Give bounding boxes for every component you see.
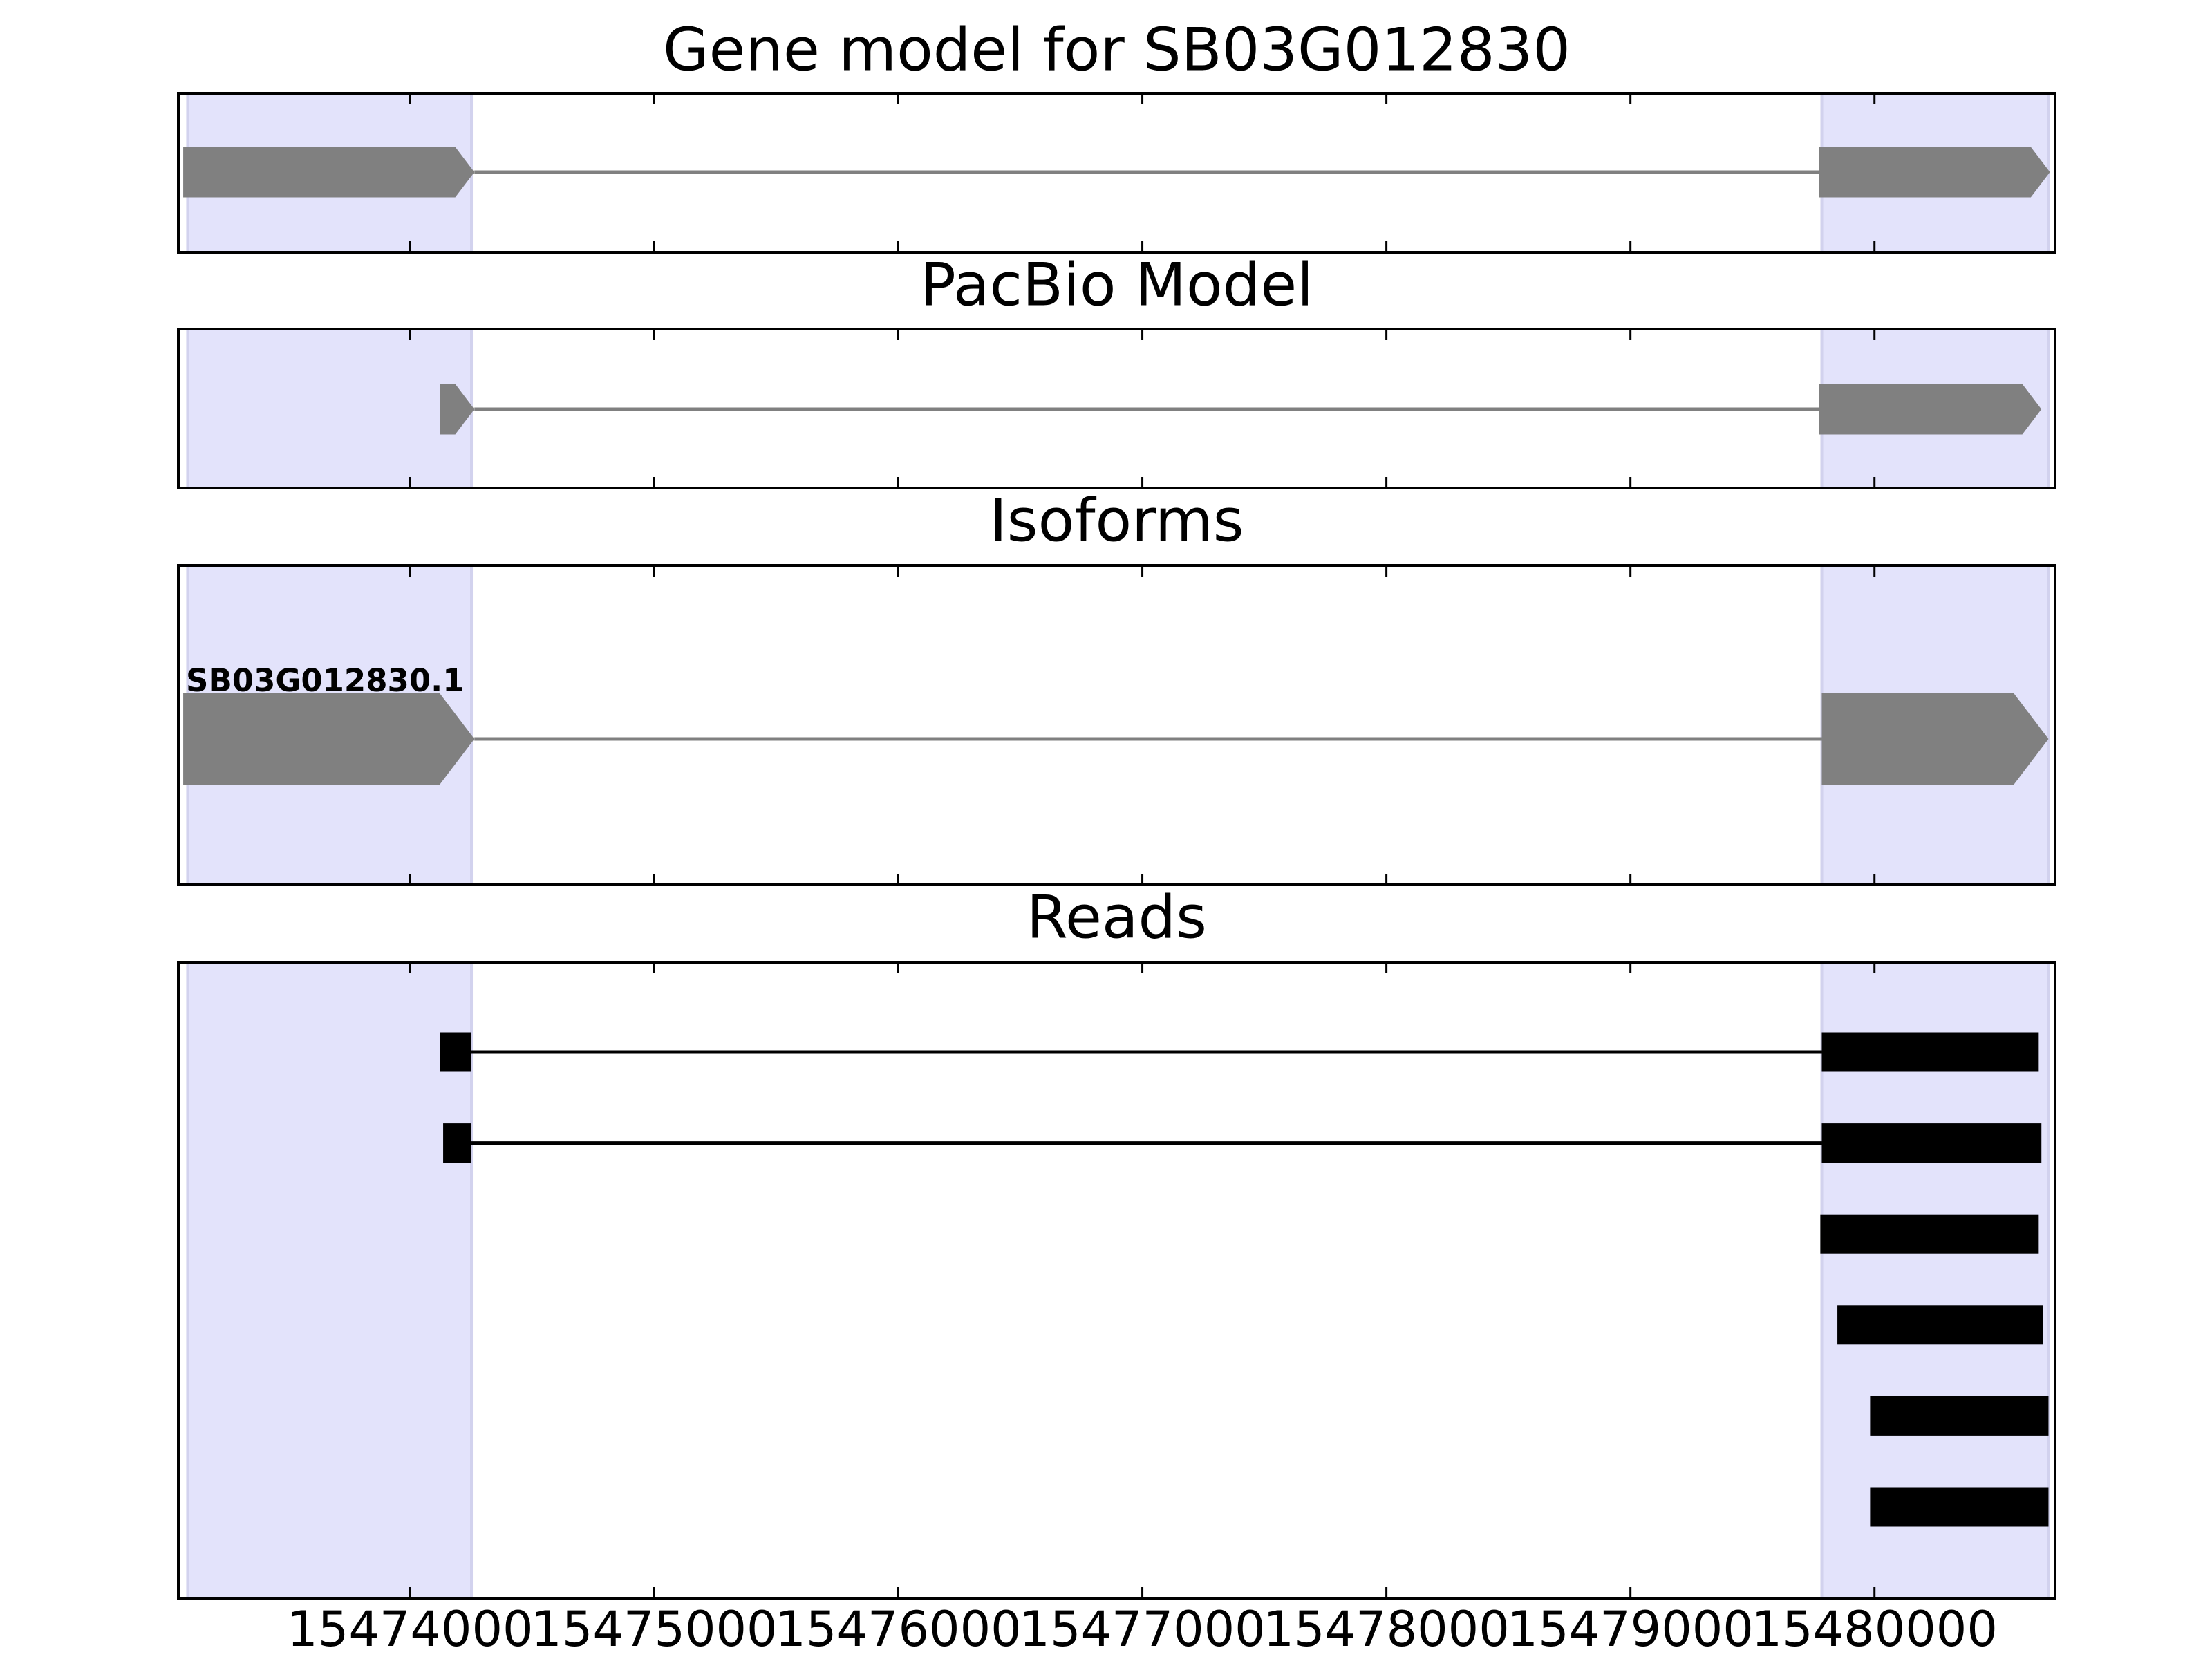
- read-block: [1820, 1214, 2039, 1254]
- isoform-label: SB03G012830.1: [186, 662, 465, 699]
- x-tick-label: 15476000: [775, 1601, 1021, 1658]
- panel-frame: [177, 961, 2056, 1600]
- read-block: [443, 1123, 472, 1163]
- exon: [183, 693, 475, 785]
- exon: [1819, 147, 2050, 198]
- panel-title: Isoforms: [989, 486, 1244, 555]
- panel-title: PacBio Model: [920, 250, 1313, 319]
- highlight-region: [186, 328, 474, 489]
- exon: [1819, 384, 2042, 435]
- highlight-region: [186, 961, 474, 1600]
- exon: [183, 147, 475, 198]
- read-block: [1837, 1305, 2043, 1345]
- exon: [440, 384, 475, 435]
- exon: [1821, 693, 2049, 785]
- read-block: [1870, 1396, 2049, 1436]
- x-tick-label: 15480000: [1752, 1601, 1998, 1658]
- read-block: [1870, 1487, 2049, 1527]
- panel-title: Gene model for SB03G012830: [663, 15, 1571, 84]
- x-tick-label: 15474000: [287, 1601, 533, 1658]
- panel-frame: [177, 564, 2056, 886]
- read-block: [440, 1032, 472, 1072]
- panel-title: Reads: [1027, 883, 1207, 952]
- read-block: [1821, 1032, 2039, 1072]
- read-block: [1821, 1123, 2042, 1163]
- x-tick-label: 15479000: [1508, 1601, 1754, 1658]
- x-tick-label: 15478000: [1263, 1601, 1509, 1658]
- panel-frame: [177, 328, 2056, 489]
- panel-frame: [177, 92, 2056, 254]
- x-tick-label: 15477000: [1019, 1601, 1265, 1658]
- x-tick-label: 15475000: [531, 1601, 777, 1658]
